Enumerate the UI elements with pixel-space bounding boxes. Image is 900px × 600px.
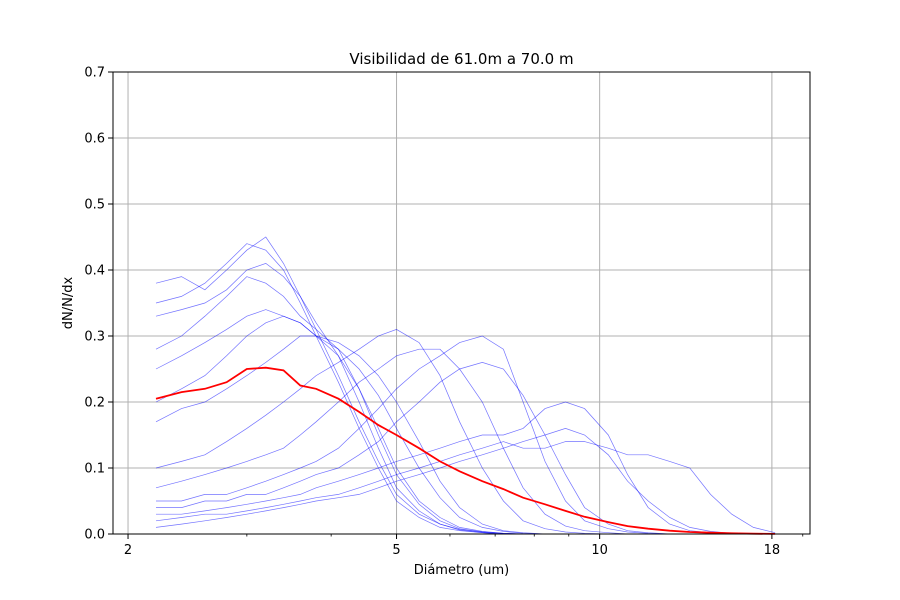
individual-series-line — [155, 315, 776, 535]
plot-frame — [112, 71, 811, 535]
y-axis-label: dN/N/dx — [61, 276, 76, 329]
mean-layer — [155, 366, 776, 535]
y-axis-ticks: 0.0 0.1 0.2 0.3 0.4 0.5 0.6 0.7 — [84, 66, 113, 543]
y-tick-label: 0.7 — [84, 66, 105, 81]
y-tick-label: 0.3 — [84, 330, 105, 345]
individual-series-line — [155, 243, 776, 535]
individual-series-line — [155, 263, 776, 535]
y-tick-label: 0.5 — [84, 198, 105, 213]
y-tick-label: 0.1 — [84, 462, 105, 477]
y-tick-label: 0.4 — [84, 264, 105, 279]
x-tick-label: 5 — [392, 543, 400, 558]
y-tick-label: 0.0 — [84, 528, 105, 543]
x-axis-ticks: 2 5 10 18 — [124, 534, 804, 558]
individual-series-line — [155, 335, 776, 535]
x-tick-label: 10 — [591, 543, 608, 558]
individual-series-line — [155, 348, 776, 535]
series-layer — [155, 236, 776, 535]
individual-series-line — [156, 335, 776, 535]
individual-series-line — [155, 428, 776, 535]
individual-series-line — [156, 401, 776, 535]
x-tick-label: 18 — [764, 543, 781, 558]
individual-series-line — [155, 441, 776, 534]
y-tick-label: 0.2 — [84, 396, 105, 411]
individual-series-line — [155, 309, 776, 535]
chart-title: Visibilidad de 61.0m a 70.0 m — [349, 50, 573, 68]
individual-series-line — [155, 329, 776, 535]
y-tick-label: 0.6 — [84, 132, 105, 147]
mean-series-line — [155, 366, 776, 535]
individual-series-line — [155, 236, 776, 535]
individual-series-line — [156, 362, 776, 535]
grid — [113, 71, 810, 535]
x-axis-label: Diámetro (um) — [414, 563, 510, 578]
x-tick-label: 2 — [124, 543, 132, 558]
